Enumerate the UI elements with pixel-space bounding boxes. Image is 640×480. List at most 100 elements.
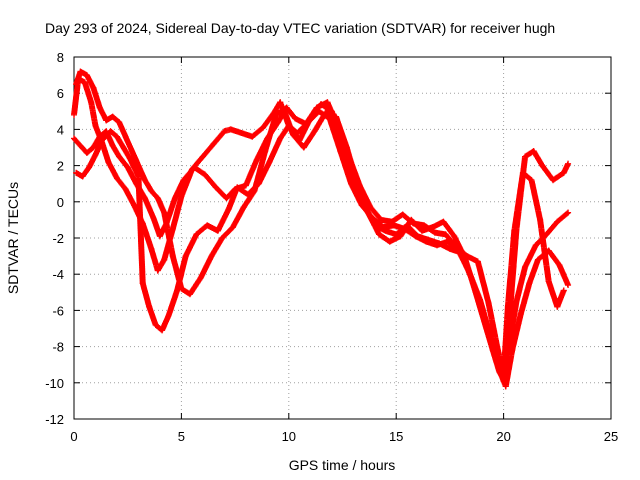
data-point [161,209,168,216]
data-point [337,148,344,155]
data-point [262,148,269,155]
x-tick-label: 0 [70,429,77,444]
data-point [300,144,307,151]
data-point [81,79,88,86]
data-point [165,312,172,319]
data-point [122,133,129,140]
data-point [214,227,221,234]
data-point [485,300,492,307]
data-point [208,253,215,260]
data-point [526,280,533,287]
data-point [487,334,494,341]
data-point [105,158,112,165]
grid-lines [74,57,611,419]
data-point [511,227,518,234]
data-point [500,372,507,379]
data-point [180,177,187,184]
data-point [238,130,245,137]
data-point [528,177,535,184]
data-point [474,258,481,265]
chart-title: Day 293 of 2024, Sidereal Day-to-day VTE… [45,20,555,36]
data-point [92,151,99,158]
data-point [539,162,546,169]
data-point [219,235,226,241]
data-point [285,122,292,129]
data-point [335,124,342,131]
data-point [178,285,185,292]
data-point [77,142,84,149]
data-point [73,169,80,176]
y-tick-label: -10 [45,376,64,391]
data-point [83,72,90,79]
data-point [277,99,284,106]
data-point [513,298,520,305]
y-tick-label: 2 [57,159,64,174]
data-point [530,148,537,155]
data-point [292,115,299,122]
data-point [156,233,163,240]
data-point [504,303,511,310]
data-point [161,256,168,263]
data-point [550,177,557,184]
data-point [83,149,90,156]
data-point [560,169,567,176]
series-4 [73,68,567,379]
data-point [522,263,529,270]
data-point [260,124,267,131]
x-axis-label: GPS time / hours [289,457,396,473]
data-point [229,224,236,231]
data-point [225,206,232,213]
data-point [79,173,86,180]
data-point [96,133,103,140]
data-point [421,222,428,229]
data-point [565,160,572,167]
data-point [378,216,385,223]
data-point [500,377,507,384]
data-point [369,215,376,222]
data-point [221,128,228,135]
data-point [186,291,193,298]
x-tick-label: 15 [389,429,403,444]
data-point [311,128,318,135]
data-point [358,202,365,209]
data-point [126,155,133,162]
data-point [431,229,438,236]
y-axis-label: SDTVAR / TECUs [5,182,21,294]
data-point [249,133,256,140]
data-point [313,104,320,111]
data-point [240,204,247,211]
data-point [90,144,97,151]
data-point [348,180,355,187]
data-point [440,218,447,225]
data-point [169,253,176,260]
data-point [146,303,153,310]
data-point [324,99,331,106]
data-point [113,175,120,182]
data-point [367,204,374,211]
data-point [193,231,200,238]
data-point [204,222,211,229]
data-point [148,245,155,252]
data-point [141,177,148,184]
data-point [380,224,387,231]
data-point [96,104,103,111]
data-point [103,117,110,124]
data-point [150,215,157,222]
data-point [197,274,204,281]
y-tick-label: -8 [52,340,64,355]
data-marks [71,68,572,390]
y-tick-label: -6 [52,303,64,318]
data-point [128,148,135,155]
data-point [253,157,260,164]
data-point [109,113,116,120]
data-point [423,238,430,245]
data-point [534,256,541,263]
data-point [154,267,161,274]
data-point [464,253,471,260]
data-point [517,311,524,318]
data-point [522,153,529,160]
y-tick-label: 8 [57,50,64,65]
data-point [453,244,460,251]
y-tick-label: 4 [57,122,64,137]
data-point [182,253,189,260]
